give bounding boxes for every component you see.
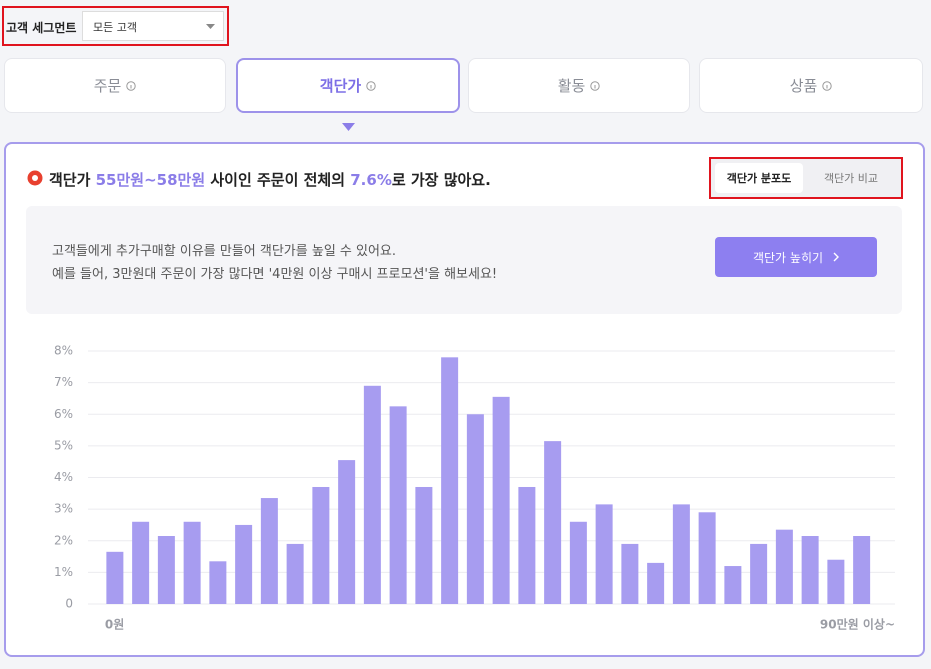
y-tick-label: 2% — [54, 533, 73, 547]
bar — [698, 512, 716, 604]
button-label: 객단가 높히기 — [752, 250, 824, 265]
segment-box: 고객 세그먼트 모든 고객 — [2, 6, 229, 46]
bar — [363, 385, 381, 604]
dropdown-value: 모든 고객 — [93, 21, 137, 34]
segment-dropdown[interactable]: 모든 고객 — [82, 11, 224, 41]
tab-label: 주문 — [93, 77, 122, 95]
bar — [853, 536, 871, 604]
bar — [415, 486, 433, 604]
x-tick-label: 90만원 이상~ — [820, 617, 895, 632]
view-toggle: 객단가 분포도 객단가 비교 — [709, 157, 903, 199]
headline-highlight: 55만원~58만원 — [95, 171, 206, 189]
y-tick-label: 0 — [65, 597, 73, 611]
bar — [724, 566, 742, 604]
x-tick-label: 0원 — [105, 618, 124, 632]
bar — [518, 486, 536, 604]
toggle-option[interactable]: 객단가 분포도 — [715, 163, 803, 193]
bar — [286, 543, 304, 604]
y-tick-label: 4% — [54, 470, 73, 484]
tab[interactable]: 객단가 — [236, 58, 460, 113]
bar — [775, 529, 793, 604]
y-tick-label: 3% — [54, 502, 73, 516]
info-icon — [366, 80, 376, 91]
bar — [466, 414, 484, 604]
bar — [235, 524, 253, 604]
tab[interactable]: 주문 — [4, 58, 226, 113]
brand-icon — [27, 170, 43, 186]
y-tick-label: 7% — [54, 375, 73, 389]
bar — [183, 521, 201, 604]
y-tick-label: 1% — [54, 565, 73, 579]
tab[interactable]: 상품 — [699, 58, 923, 113]
bar — [132, 521, 150, 604]
headline-text: 로 가장 많아요. — [391, 171, 491, 189]
bar — [260, 498, 278, 604]
bar — [750, 543, 768, 604]
bar — [492, 396, 510, 604]
tip-line: 고객들에게 추가구매할 이유를 만들어 객단가를 높일 수 있어요. — [52, 244, 397, 259]
tab-label: 상품 — [789, 77, 818, 95]
info-icon — [590, 80, 600, 91]
bar — [544, 441, 562, 604]
bar — [338, 460, 356, 604]
tip-box: 고객들에게 추가구매할 이유를 만들어 객단가를 높일 수 있어요. 예를 들어… — [26, 206, 902, 314]
bar — [621, 543, 639, 604]
tab[interactable]: 활동 — [468, 58, 690, 113]
dropdown-arrow — [206, 24, 215, 29]
y-tick-label: 8% — [54, 344, 73, 358]
bar — [647, 562, 665, 604]
bar — [827, 559, 845, 604]
toggle-option[interactable]: 객단가 비교 — [823, 172, 879, 185]
bar — [106, 551, 124, 604]
y-tick-label: 5% — [54, 438, 73, 452]
bar — [312, 486, 330, 604]
tip-line: 예를 들어, 3만원대 주문이 가장 많다면 '4만원 이상 구매시 프로모션'… — [52, 267, 498, 282]
bar — [441, 357, 459, 604]
bar — [157, 536, 175, 604]
tab-label: 객단가 — [319, 77, 362, 95]
info-icon — [822, 80, 832, 91]
chevron — [833, 252, 840, 262]
bar — [569, 521, 587, 604]
info-icon — [126, 80, 136, 91]
y-tick-label: 6% — [54, 407, 73, 421]
bar — [801, 536, 819, 604]
headline-text: 사이인 주문이 전체의 — [205, 171, 351, 189]
bar — [389, 406, 407, 604]
tab-label: 활동 — [557, 77, 586, 95]
cta-button[interactable]: 객단가 높히기 — [715, 237, 877, 277]
tab-pointer — [342, 123, 355, 131]
bar — [595, 504, 613, 604]
segment-label: 고객 세그먼트 — [6, 21, 77, 35]
headline: 객단가 55만원~58만원 사이인 주문이 전체의 7.6%로 가장 많아요. — [49, 169, 491, 190]
headline-highlight: 7.6% — [350, 171, 392, 189]
headline-text: 객단가 — [49, 171, 96, 189]
bar — [209, 561, 227, 604]
chart: 0 1% 2% 3% 4% 5% 6% 7% 8% 0원 90만원 이상~ — [54, 344, 895, 632]
bar — [672, 504, 690, 604]
